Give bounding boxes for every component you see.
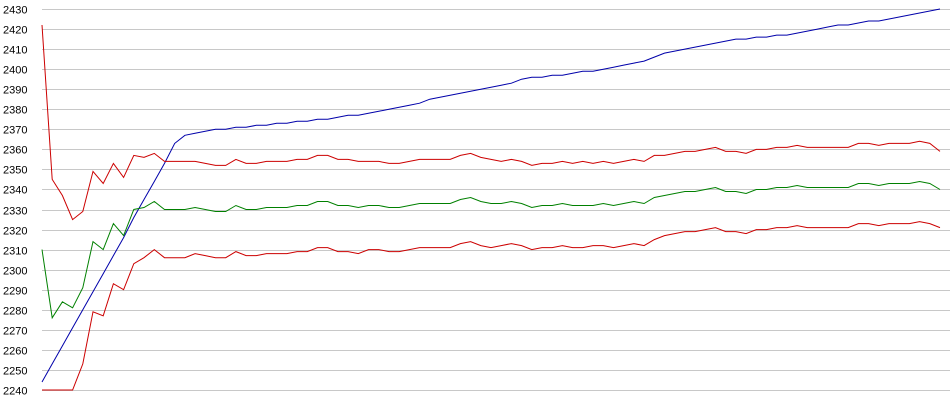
y-tick-label: 2320 — [3, 226, 27, 238]
y-tick-label: 2360 — [3, 145, 27, 157]
y-tick-label: 2270 — [3, 326, 27, 338]
y-tick-label: 2290 — [3, 286, 27, 298]
y-tick-label: 2390 — [3, 85, 27, 97]
y-tick-label: 2350 — [3, 165, 27, 177]
y-tick-label: 2300 — [3, 266, 27, 278]
y-tick-label: 2380 — [3, 105, 27, 117]
y-tick-label: 2280 — [3, 306, 27, 318]
series-line-1 — [41, 8, 941, 383]
y-tick-label: 2310 — [3, 246, 27, 258]
series-line-3 — [41, 180, 941, 320]
series-line-2 — [41, 24, 941, 221]
y-tick-label: 2430 — [3, 5, 27, 17]
y-tick-label: 2410 — [3, 45, 27, 57]
y-tick-label: 2330 — [3, 206, 27, 218]
y-tick-label: 2370 — [3, 125, 27, 137]
y-axis-tick-labels: 2240 2250 2260 2270 2280 2290 2300 2310 2320 2330… — [3, 5, 27, 398]
series-layer — [41, 8, 941, 391]
y-tick-label: 2240 — [3, 386, 27, 398]
y-tick-label: 2250 — [3, 366, 27, 378]
y-tick-label: 2340 — [3, 185, 27, 197]
series-line-4 — [42, 221, 941, 391]
grid-layer — [42, 9, 950, 391]
y-tick-label: 2420 — [3, 25, 27, 37]
y-tick-label: 2260 — [3, 346, 27, 358]
y-tick-label: 2400 — [3, 65, 27, 77]
